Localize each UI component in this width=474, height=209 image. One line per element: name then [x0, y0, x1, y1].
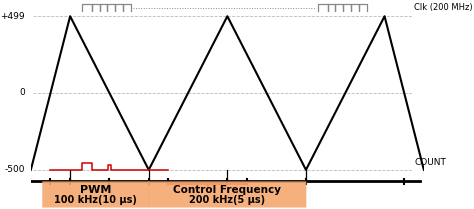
Text: PWM: PWM — [80, 185, 111, 195]
Text: -500: -500 — [4, 165, 25, 174]
Text: COUNT: COUNT — [414, 158, 446, 167]
Text: 200 kHz(5 μs): 200 kHz(5 μs) — [189, 195, 265, 205]
Text: Control Frequency: Control Frequency — [173, 185, 282, 195]
Text: 0: 0 — [19, 88, 25, 97]
Text: +499: +499 — [0, 12, 25, 21]
FancyBboxPatch shape — [148, 181, 306, 208]
Text: 100 kHz(10 μs): 100 kHz(10 μs) — [54, 195, 137, 205]
Text: Clk (200 MHz): Clk (200 MHz) — [414, 3, 473, 12]
FancyBboxPatch shape — [42, 181, 149, 208]
